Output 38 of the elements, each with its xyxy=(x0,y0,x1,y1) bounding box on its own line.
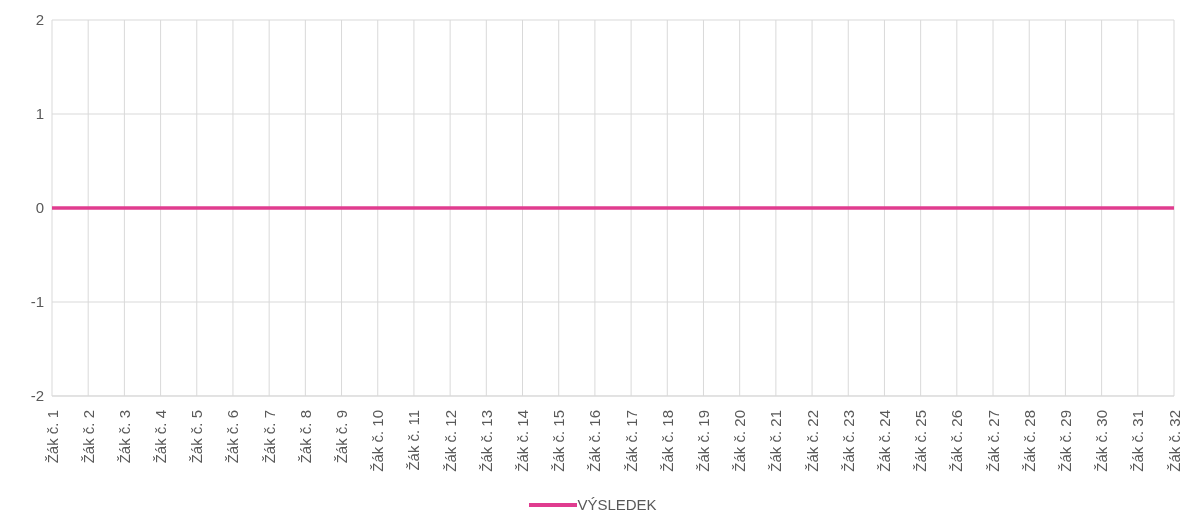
x-tick-label: Žák č. 12 xyxy=(441,410,459,472)
x-tick-label: Žák č. 22 xyxy=(803,410,821,472)
x-tick-label: Žák č. 5 xyxy=(188,410,206,464)
x-tick-label: Žák č. 13 xyxy=(477,410,495,472)
x-tick-label: Žák č. 2 xyxy=(79,410,97,464)
x-tick-label: Žák č. 30 xyxy=(1093,410,1111,472)
x-tick-label: Žák č. 17 xyxy=(622,410,640,472)
x-tick-label: Žák č. 3 xyxy=(115,410,133,464)
legend-label: VÝSLEDEK xyxy=(577,496,657,513)
x-tick-label: Žák č. 6 xyxy=(224,410,242,464)
x-tick-label: Žák č. 28 xyxy=(1020,410,1038,472)
x-tick-label: Žák č. 8 xyxy=(296,410,314,464)
y-tick-label: 2 xyxy=(35,11,44,29)
x-tick-label: Žák č. 29 xyxy=(1056,410,1074,472)
x-tick-label: Žák č. 32 xyxy=(1165,410,1183,472)
x-tick-label: Žák č. 19 xyxy=(694,410,712,472)
x-tick-label: Žák č. 7 xyxy=(260,410,278,464)
x-tick-label: Žák č. 31 xyxy=(1129,410,1147,472)
x-tick-label: Žák č. 26 xyxy=(948,410,966,472)
x-tick-label: Žák č. 15 xyxy=(550,410,568,472)
x-tick-label: Žák č. 10 xyxy=(369,410,387,472)
x-tick-label: Žák č. 21 xyxy=(767,410,785,472)
x-tick-label: Žák č. 16 xyxy=(586,410,604,472)
x-tick-label: Žák č. 24 xyxy=(875,410,893,472)
x-tick-label: Žák č. 20 xyxy=(731,410,749,472)
x-tick-label: Žák č. 4 xyxy=(152,410,170,464)
x-tick-label: Žák č. 23 xyxy=(839,410,857,472)
y-tick-label: -2 xyxy=(30,387,44,405)
y-tick-label: 1 xyxy=(35,105,44,123)
x-tick-label: Žák č. 1 xyxy=(43,410,61,464)
x-tick-label: Žák č. 11 xyxy=(405,410,423,471)
y-tick-label: 0 xyxy=(35,199,44,217)
x-tick-label: Žák č. 25 xyxy=(912,410,930,472)
x-tick-label: Žák č. 9 xyxy=(333,410,351,464)
x-tick-label: Žák č. 14 xyxy=(514,410,532,472)
x-tick-label: Žák č. 27 xyxy=(984,410,1002,472)
y-tick-label: -1 xyxy=(30,293,44,311)
x-tick-label: Žák č. 18 xyxy=(658,410,676,472)
